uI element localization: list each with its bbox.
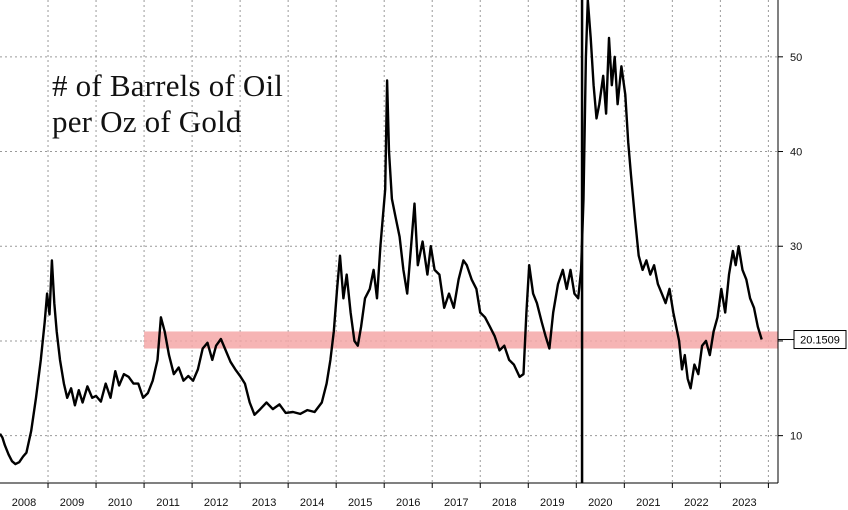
x-tick-label: 2010 — [108, 497, 132, 509]
x-tick-label: 2019 — [540, 497, 564, 509]
x-tick-label: 2013 — [252, 497, 276, 509]
grid — [0, 0, 778, 483]
x-tick-label: 2012 — [204, 497, 228, 509]
axes — [0, 0, 783, 488]
x-tick-label: 2016 — [396, 497, 420, 509]
highlight-band — [144, 331, 778, 349]
x-tick-label: 2014 — [300, 497, 324, 509]
x-tick-label: 2017 — [444, 497, 468, 509]
y-tick-label: 10 — [790, 431, 802, 443]
y-tick-label: 40 — [790, 147, 802, 159]
x-tick-label: 2020 — [588, 497, 612, 509]
last-value-label: 20.1509 — [800, 335, 840, 347]
x-tick-label: 2022 — [684, 497, 708, 509]
chart-title-line-1: # of Barrels of Oil — [52, 68, 284, 103]
series-layer — [0, 0, 763, 466]
x-tick-label: 2015 — [348, 497, 372, 509]
x-tick-label: 2008 — [12, 497, 36, 509]
x-tick-label: 2011 — [156, 497, 180, 509]
highlight-band-layer — [144, 331, 778, 349]
y-tick-label: 30 — [790, 241, 802, 253]
chart-title-line-2: per Oz of Gold — [52, 104, 242, 139]
x-tick-label: 2023 — [732, 497, 756, 509]
x-tick-labels: 2008 2009 2010 2011 2012 2013 2014 2015 2016 2017… — [12, 497, 757, 509]
y-tick-label: 50 — [790, 52, 802, 64]
x-tick-label: 2018 — [492, 497, 516, 509]
x-tick-label: 2009 — [60, 497, 84, 509]
y-tick-labels: 10 30 40 50 — [790, 52, 802, 443]
x-tick-label: 2021 — [636, 497, 660, 509]
chart-title: # of Barrels of Oil per Oz of Gold — [52, 68, 283, 140]
last-value-layer: 20.1509 — [778, 330, 847, 350]
series-line — [0, 0, 763, 466]
